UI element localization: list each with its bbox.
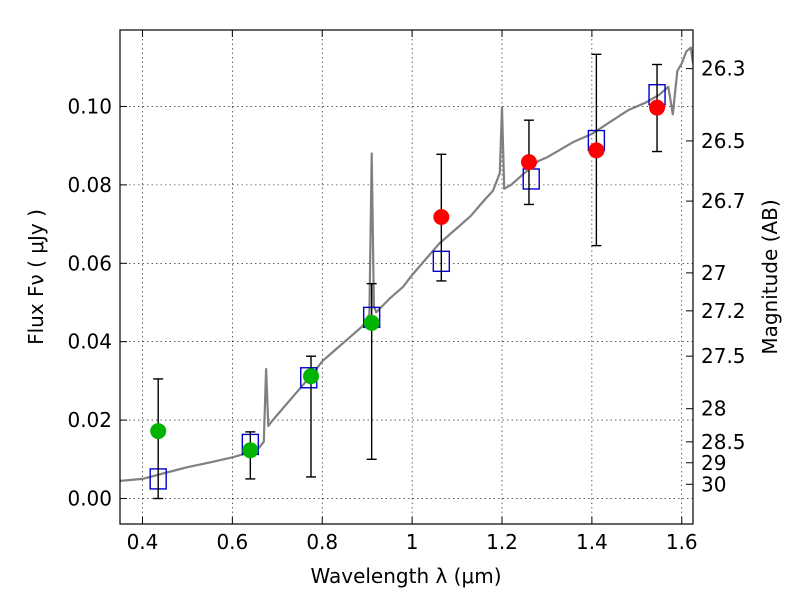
axis-ticks: 0.4 0.6 0.8 1 1.2 1.4 1.6 0.00 0.02 0.04 0.06 0.08 0…: [67, 30, 746, 554]
plot-area: [120, 46, 693, 500]
y-tick-label: 0.00: [67, 487, 112, 511]
y2-tick-label: 26.7: [701, 189, 746, 213]
y2-tick-label: 26.5: [701, 129, 746, 153]
photometry-point: [363, 314, 380, 331]
x-tick-label: 0.4: [127, 530, 159, 554]
y2-tick-label: 27.5: [701, 344, 746, 368]
y-axis-title: Flux Fν ( μJy ): [24, 209, 48, 345]
plot-frame: [119, 29, 694, 525]
y2-tick-label: 28.5: [701, 430, 746, 454]
grid-lines: [120, 30, 693, 524]
y2-tick-label: 29: [701, 451, 726, 475]
x-tick-label: 1.6: [666, 530, 698, 554]
x-tick-label: 1.2: [486, 530, 518, 554]
y2-tick-label: 27: [701, 261, 726, 285]
y2-tick-label: 30: [701, 472, 726, 496]
y-tick-label: 0.06: [67, 251, 112, 275]
photometry-point: [520, 154, 537, 171]
y2-tick-label: 28: [701, 397, 726, 421]
x-tick-label: 0.8: [306, 530, 338, 554]
photometry-point: [433, 209, 450, 226]
photometry-point: [150, 423, 167, 440]
photometry-point: [588, 142, 605, 159]
model-spectrum-line: [120, 46, 693, 482]
y2-tick-label: 26.3: [701, 57, 746, 81]
x-tick-label: 1.4: [576, 530, 608, 554]
x-tick-label: 0.6: [216, 530, 248, 554]
photometry-point: [242, 442, 259, 459]
x-tick-label: 1: [406, 530, 419, 554]
y-tick-label: 0.10: [67, 94, 112, 118]
y2-axis-title: Magnitude (AB): [758, 199, 782, 354]
x-axis-title: Wavelength λ (μm): [310, 564, 501, 588]
y-tick-label: 0.02: [67, 408, 112, 432]
photometry-point: [303, 368, 319, 385]
y-tick-label: 0.04: [67, 330, 112, 354]
photometry-point: [649, 99, 666, 116]
y-tick-label: 0.08: [67, 173, 112, 197]
y2-tick-label: 27.2: [701, 299, 746, 323]
